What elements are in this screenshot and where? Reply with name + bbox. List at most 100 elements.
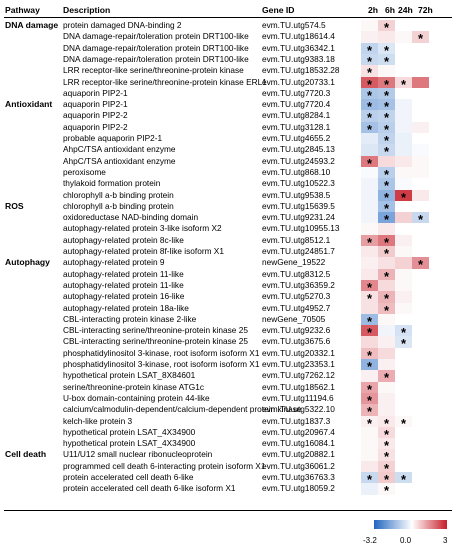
row-description: thylakoid formation protein <box>63 178 161 189</box>
heatmap-cell <box>378 370 395 382</box>
significance-marker: * <box>400 336 407 352</box>
heatmap-cell <box>412 404 429 416</box>
row-description: aquaporin PIP2-2 <box>63 110 128 121</box>
significance-marker: * <box>383 110 390 126</box>
heatmap-cell <box>361 20 378 32</box>
heatmap-cell <box>361 110 378 122</box>
row-description: DNA damage-repair/toleration protein DRT… <box>63 31 249 42</box>
significance-marker: * <box>383 438 390 454</box>
row-gene-id: evm.TU.utg20733.1 <box>262 76 335 87</box>
row-gene-id: evm.TU.utg18059.2 <box>262 483 335 494</box>
heatmap-cell <box>378 110 395 122</box>
row-description: phosphatidylinositol 3-kinase, root isof… <box>63 347 260 358</box>
heatmap-cell <box>361 42 378 55</box>
significance-marker: * <box>383 246 390 261</box>
row-gene-id: evm.TU.utg24851.7 <box>262 246 335 256</box>
heatmap-cell <box>361 189 378 202</box>
heatmap-cell <box>412 53 429 66</box>
row-description: serine/threonine-protein kinase ATG1c <box>63 381 204 392</box>
heatmap-cell <box>378 426 395 439</box>
row-gene-id: evm.TU.utg15639.5 <box>262 200 335 211</box>
significance-marker: * <box>383 268 390 284</box>
heatmap-cell <box>395 200 412 213</box>
significance-marker: * <box>383 133 390 148</box>
row-gene-id: evm.TU.utg10522.3 <box>262 178 335 189</box>
row-description: oxidoreductase NAD-binding domain <box>63 212 199 223</box>
heatmap-cell <box>361 449 378 461</box>
heatmap-cell <box>412 234 429 247</box>
significance-marker: * <box>383 212 390 228</box>
significance-marker: * <box>400 76 407 92</box>
heatmap-cell <box>378 212 395 224</box>
row-description: protein accelerated cell death 6-like is… <box>63 483 236 494</box>
significance-marker: * <box>366 291 373 307</box>
heatmap-cell <box>412 426 429 439</box>
significance-marker: * <box>383 53 390 69</box>
significance-marker: * <box>383 460 390 476</box>
heatmap-cell <box>361 404 378 416</box>
significance-marker: * <box>366 381 373 397</box>
heatmap-cell <box>395 133 412 145</box>
row-gene-id: evm.TU.utg7720.3 <box>262 87 331 98</box>
significance-marker: * <box>383 189 390 205</box>
heatmap-cell <box>378 53 395 66</box>
heatmap-cell <box>412 42 429 55</box>
row-gene-id: evm.TU.utg36342.1 <box>262 42 335 53</box>
significance-marker: * <box>366 42 373 58</box>
significance-marker: * <box>383 20 390 35</box>
heatmap-cell <box>378 223 395 235</box>
heatmap-cell <box>378 234 395 247</box>
heatmap-cell <box>361 370 378 382</box>
row-gene-id: evm.TU.utg9538.5 <box>262 189 331 200</box>
heatmap-cell <box>361 472 378 484</box>
row-description: CBL-interacting protein kinase 2-like <box>63 313 197 324</box>
heatmap-cell <box>412 257 429 269</box>
heatmap-cell <box>361 257 378 269</box>
heatmap-cell <box>361 415 378 428</box>
row-gene-id: evm.TU.utg4655.2 <box>262 133 331 143</box>
row-gene-id: evm.TU.utg18532.28 <box>262 65 340 76</box>
heatmap-cell <box>412 483 429 495</box>
pathway-label: Autophagy <box>5 257 50 268</box>
heatmap-cell <box>395 291 412 303</box>
pathway-label: Cell death <box>5 449 47 460</box>
heatmap-cell <box>361 144 378 156</box>
heatmap-cell <box>361 483 378 495</box>
heatmap-cell <box>412 178 429 190</box>
heatmap-cell <box>378 246 395 258</box>
significance-marker: * <box>383 144 390 160</box>
row-description: U-box domain-containing protein 44-like <box>63 392 210 403</box>
row-description: aquaporin PIP2-1 <box>63 99 128 110</box>
significance-marker: * <box>383 426 390 442</box>
significance-marker: * <box>366 155 373 171</box>
row-description: protein damaged DNA-binding 2 <box>63 20 182 30</box>
row-gene-id: evm.TU.utg8284.1 <box>262 110 331 121</box>
color-scale-bar <box>374 520 447 529</box>
row-gene-id: evm.TU.utg9231.24 <box>262 212 335 223</box>
heatmap-cell <box>378 359 395 371</box>
row-description: CBL-interacting serine/threonine-protein… <box>63 336 248 347</box>
row-description: probable aquaporin PIP2-1 <box>63 133 163 143</box>
pathway-label: DNA damage <box>5 20 59 30</box>
row-gene-id: evm.TU.utg18614.4 <box>262 31 335 42</box>
heatmap-cell <box>412 76 429 89</box>
heatmap-cell <box>361 246 378 258</box>
row-description: DNA damage-repair/toleration protein DRT… <box>63 53 249 64</box>
significance-marker: * <box>366 415 373 431</box>
heatmap-cell <box>378 449 395 461</box>
row-gene-id: evm.TU.utg9383.18 <box>262 53 335 64</box>
heatmap-cell <box>412 189 429 202</box>
heatmap-cell <box>395 31 412 43</box>
heatmap-cell <box>395 76 412 89</box>
heatmap-cell <box>361 76 378 89</box>
row-gene-id: evm.TU.utg36763.3 <box>262 472 335 482</box>
header-col-24h: 24h <box>398 5 413 15</box>
row-gene-id: evm.TU.utg16084.1 <box>262 438 335 449</box>
row-gene-id: evm.TU.utg4952.7 <box>262 302 331 313</box>
significance-marker: * <box>366 53 373 69</box>
row-gene-id: evm.TU.utg9232.6 <box>262 325 331 336</box>
row-description: hypothetical protein LSAT_4X34900 <box>63 426 196 437</box>
heatmap-cell <box>361 336 378 348</box>
heatmap-cell <box>395 392 412 405</box>
